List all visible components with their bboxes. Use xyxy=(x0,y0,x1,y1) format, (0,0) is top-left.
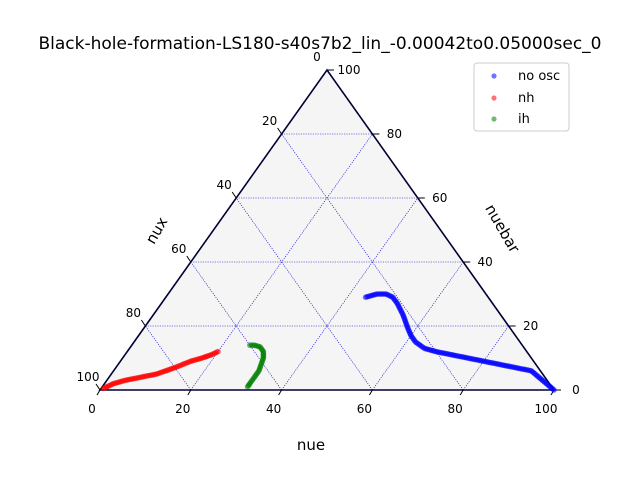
grid-line-nue-40 xyxy=(281,197,419,391)
series-nh xyxy=(100,348,221,392)
grid-lines xyxy=(145,133,509,391)
tick-mark-nue-0 xyxy=(96,389,101,396)
data-points xyxy=(100,291,557,393)
tick-label-nux-40: 40 xyxy=(217,178,232,192)
legend-box xyxy=(473,62,570,132)
tick-mark-nux-20 xyxy=(277,127,283,135)
tick-mark-nux-80 xyxy=(140,319,146,327)
tick-label-top: 0 xyxy=(313,50,321,64)
grid-line-nue-80 xyxy=(462,325,509,391)
tick-mark-nux-100 xyxy=(95,383,101,391)
legend-label-nh: nh xyxy=(518,91,534,106)
tick-label-nux-80: 80 xyxy=(126,306,141,320)
ticks: 0 20 40 60 80 100 0 20 40 60 80 100 20 40 60 80 100 0 xyxy=(77,50,580,416)
tick-mark-nux-40 xyxy=(231,191,237,199)
tick-label-nue-80: 80 xyxy=(448,402,463,416)
tick-label-nuebar-40: 40 xyxy=(478,255,493,269)
tick-mark-nue-60 xyxy=(368,389,373,396)
tick-label-nux-20: 20 xyxy=(262,114,277,128)
point-no-osc xyxy=(362,294,369,301)
series-no-osc xyxy=(362,291,557,393)
chart-title: Black-hole-formation-LS180-s40s7b2_lin_-… xyxy=(39,34,602,54)
tick-label-nuebar-100: 100 xyxy=(338,63,361,77)
tick-label-nuebar-20: 20 xyxy=(523,319,538,333)
tick-label-nue-100: 100 xyxy=(535,402,558,416)
legend-marker-nh xyxy=(491,95,497,101)
tick-mark-nue-80 xyxy=(459,389,464,396)
legend: no osc nh ih xyxy=(473,62,570,132)
grid-line-nux-80 xyxy=(145,325,192,391)
tick-mark-nux-60 xyxy=(186,255,192,263)
legend-marker-no-osc xyxy=(491,73,497,79)
tick-label-nue-40: 40 xyxy=(266,402,281,416)
tick-mark-nue-40 xyxy=(278,389,283,396)
point-ih xyxy=(247,342,253,349)
tick-label-nue-60: 60 xyxy=(357,402,372,416)
axis-label-nue: nue xyxy=(297,436,325,454)
triangle-border xyxy=(98,68,556,391)
tick-mark-nue-20 xyxy=(187,389,192,396)
tick-label-nuebar-80: 80 xyxy=(387,127,402,141)
point-nh xyxy=(215,348,221,355)
legend-marker-ih xyxy=(491,116,497,122)
legend-label-ih: ih xyxy=(518,112,530,127)
tick-label-nue-20: 20 xyxy=(175,402,190,416)
series-ih xyxy=(244,342,267,390)
axis-label-nuebar: nuebar xyxy=(481,201,524,257)
tick-label-nux-100: 100 xyxy=(77,370,100,384)
tick-label-nue-0: 0 xyxy=(88,402,96,416)
legend-label-no-osc: no osc xyxy=(518,69,560,84)
grid-line-nux-60 xyxy=(190,261,282,391)
plot-area xyxy=(100,70,554,390)
tick-label-nux-60: 60 xyxy=(171,242,186,256)
grid-line-nux-40 xyxy=(235,197,373,391)
tick-label-nuebar-0: 0 xyxy=(572,383,580,397)
axis-label-nux: nux xyxy=(142,214,172,247)
tick-label-nuebar-60: 60 xyxy=(432,191,447,205)
grid-line-nue-60 xyxy=(372,261,464,391)
